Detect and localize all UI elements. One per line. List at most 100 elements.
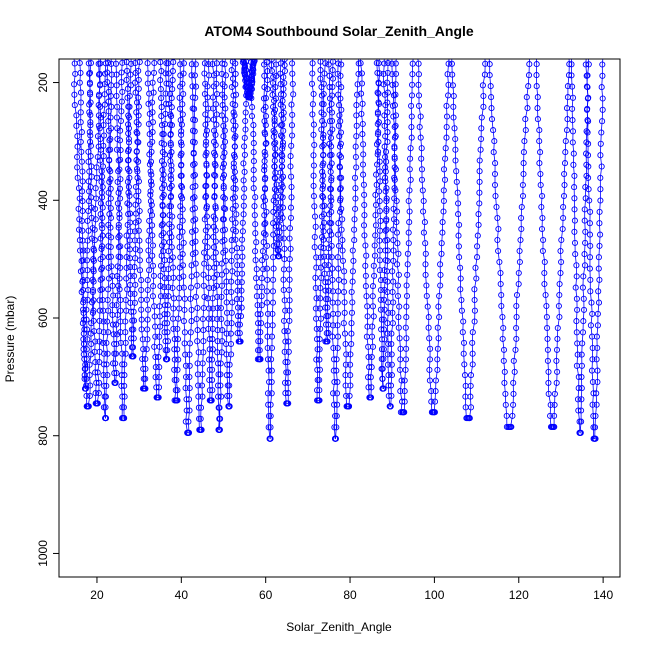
data-point [171, 366, 178, 373]
profile-line-10 [167, 59, 185, 401]
data-point [288, 183, 295, 191]
data-point [267, 435, 274, 442]
data-point [145, 237, 152, 244]
data-point [195, 404, 202, 411]
data-point [480, 103, 487, 110]
data-point [274, 229, 281, 236]
data-point [96, 338, 103, 345]
data-point [107, 195, 114, 202]
profile-series-2 [85, 59, 109, 407]
x-tick-label: 140 [593, 588, 613, 602]
data-point [197, 404, 205, 411]
data-point [286, 307, 293, 314]
data-point [427, 345, 434, 352]
data-point [331, 401, 338, 408]
data-point [316, 356, 323, 363]
data-point [590, 390, 597, 397]
data-point [342, 361, 349, 368]
data-point [214, 315, 221, 323]
data-point [136, 257, 143, 264]
data-point [77, 69, 84, 76]
data-point [319, 134, 327, 141]
data-point [90, 245, 97, 252]
data-point [132, 201, 139, 208]
data-point [599, 95, 606, 102]
data-point [388, 372, 395, 379]
data-point [420, 229, 427, 236]
data-point [543, 313, 550, 321]
data-point [142, 365, 149, 372]
data-point [87, 153, 94, 160]
data-point [354, 81, 361, 88]
data-point [192, 293, 199, 300]
data-point [287, 245, 294, 252]
data-point [471, 318, 478, 325]
data-point [286, 266, 293, 273]
data-point [388, 330, 395, 337]
data-point [165, 284, 172, 291]
data-point [152, 364, 159, 371]
profile-series-29 [388, 59, 416, 416]
data-point [234, 330, 241, 337]
data-point [158, 140, 165, 147]
data-point [500, 346, 508, 353]
data-point [270, 103, 277, 110]
data-point [87, 194, 95, 201]
data-point [597, 197, 604, 204]
data-point [443, 102, 450, 109]
data-point [270, 276, 277, 283]
profile-series-33 [533, 59, 573, 430]
data-point [221, 149, 228, 156]
data-point [569, 105, 576, 112]
data-point [236, 321, 243, 328]
data-point [337, 185, 344, 192]
data-point [403, 292, 411, 300]
data-point [230, 92, 237, 99]
data-point [134, 168, 141, 175]
data-point [589, 401, 596, 408]
data-point [422, 240, 429, 247]
data-point [450, 114, 457, 121]
data-point [452, 157, 459, 164]
data-point [146, 90, 153, 97]
data-point [262, 220, 269, 227]
data-point [279, 97, 286, 104]
data-point [135, 158, 142, 165]
data-point [383, 216, 390, 223]
data-point [513, 302, 520, 310]
data-point [76, 226, 83, 233]
data-point [231, 168, 238, 175]
data-point [152, 333, 159, 340]
data-point [277, 132, 285, 139]
data-point [581, 262, 589, 269]
data-point [494, 236, 501, 244]
data-point [96, 359, 103, 366]
data-point [570, 150, 577, 157]
data-point [105, 127, 113, 134]
data-point [238, 245, 245, 252]
data-point [314, 366, 321, 373]
data-point [133, 148, 140, 155]
data-point [162, 90, 169, 97]
data-point [269, 322, 276, 329]
data-point [584, 129, 591, 136]
data-point [125, 189, 132, 196]
data-point [76, 59, 83, 67]
data-point [204, 223, 211, 230]
data-point [583, 128, 590, 135]
data-point [319, 223, 326, 230]
data-point [138, 306, 145, 313]
data-point [361, 212, 368, 219]
data-point [190, 161, 197, 168]
data-point [426, 366, 433, 373]
data-point [326, 140, 333, 147]
data-point [273, 235, 280, 242]
data-point [288, 173, 295, 180]
data-point [495, 247, 502, 255]
data-point [103, 361, 110, 368]
data-point [80, 336, 87, 343]
data-point [595, 299, 603, 306]
data-point [79, 188, 86, 195]
data-point [469, 361, 476, 368]
data-point [127, 272, 134, 280]
